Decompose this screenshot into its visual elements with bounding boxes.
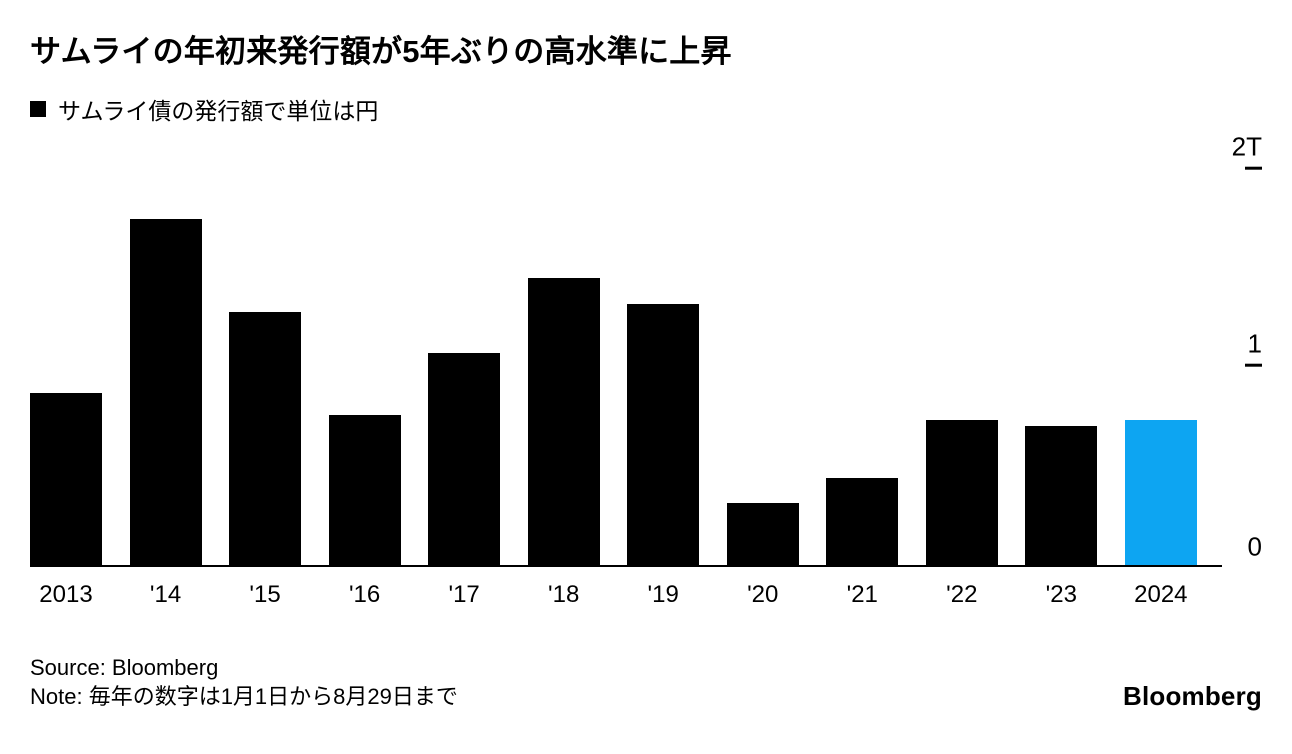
- x-tick-label: 2024: [1134, 580, 1188, 608]
- x-tick-label: '20: [747, 580, 779, 608]
- bar-'21: [826, 477, 899, 565]
- bar-'19: [627, 303, 700, 565]
- chart-footer: Source: Bloomberg Note: 毎年の数字は1月1日から8月29…: [30, 653, 1262, 712]
- note-line: Note: 毎年の数字は1月1日から8月29日まで: [30, 684, 458, 710]
- y-tick-1: 1: [1245, 328, 1262, 368]
- bar-'18: [527, 278, 600, 565]
- x-tick-label: '16: [348, 580, 381, 608]
- y-tick-label: 1: [1247, 328, 1262, 359]
- y-tick-0: 0: [1248, 533, 1262, 564]
- bar-'23: [1025, 426, 1098, 565]
- x-axis-labels: 2013 '14 '15 '16 '17 '18 '19 '20 '21 '22 '23 2024: [30, 581, 1197, 609]
- y-tick-label: 2T: [1231, 131, 1262, 162]
- footer-text: Source: Bloomberg Note: 毎年の数字は1月1日から8月29…: [30, 653, 458, 712]
- bar-'22: [925, 420, 998, 565]
- bar-2024: [1124, 420, 1197, 565]
- x-axis-line: [30, 564, 1222, 567]
- y-tick-dash: [1245, 166, 1262, 170]
- x-tick-label: '21: [846, 580, 878, 608]
- plot-area: [30, 170, 1197, 565]
- bar-'15: [229, 311, 302, 565]
- y-tick-2T: 2T: [1231, 131, 1262, 170]
- bar-'14: [129, 219, 202, 565]
- x-tick-label: '14: [149, 580, 182, 608]
- x-tick-label: '22: [946, 580, 978, 608]
- x-tick-label: '23: [1045, 580, 1077, 608]
- y-tick-label: 0: [1247, 531, 1262, 562]
- legend-label: サムライ債の発行額で単位は円: [58, 97, 379, 124]
- bar-'17: [428, 353, 501, 565]
- legend-swatch-icon: [30, 100, 46, 117]
- y-axis: 2T 1 0: [1200, 133, 1262, 565]
- chart-legend: サムライ債の発行額で単位は円: [30, 92, 1262, 126]
- x-tick-label: 2013: [39, 580, 93, 608]
- x-tick-label: '19: [647, 580, 679, 608]
- x-tick-label: '18: [548, 580, 580, 608]
- x-tick-label: '17: [448, 580, 480, 608]
- bar-'16: [328, 414, 401, 565]
- x-tick-label: '15: [249, 580, 281, 608]
- bar-'20: [726, 503, 799, 565]
- chart-title: サムライの年初来発行額が5年ぶりの高水準に上昇: [30, 34, 732, 69]
- bloomberg-logo: Bloomberg: [1122, 681, 1262, 712]
- bar-chart: 2T 1 0: [30, 133, 1262, 567]
- bar-2013: [30, 392, 102, 565]
- source-line: Source: Bloomberg: [30, 654, 219, 680]
- y-tick-dash: [1245, 364, 1262, 368]
